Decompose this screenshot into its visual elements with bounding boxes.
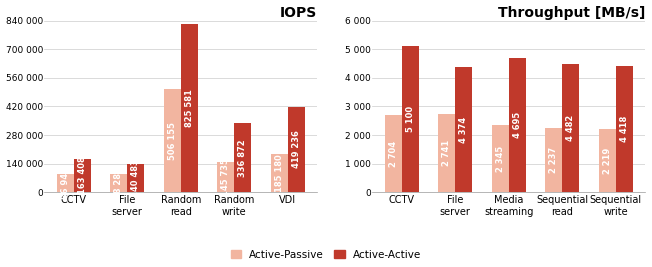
- Text: 140 483: 140 483: [131, 159, 140, 197]
- Bar: [562, 64, 580, 192]
- Bar: [110, 174, 127, 192]
- Text: 2 219: 2 219: [602, 147, 612, 174]
- Bar: [509, 58, 526, 192]
- Bar: [288, 107, 305, 192]
- Text: 4 482: 4 482: [567, 115, 575, 141]
- Bar: [545, 128, 562, 192]
- Text: 336 872: 336 872: [239, 139, 247, 177]
- Bar: [217, 163, 234, 192]
- Text: 163 408: 163 408: [78, 157, 87, 194]
- Bar: [438, 114, 455, 192]
- Text: 2 741: 2 741: [442, 140, 451, 166]
- Bar: [271, 154, 288, 192]
- Text: 2 704: 2 704: [389, 140, 398, 167]
- Bar: [492, 125, 509, 192]
- Bar: [127, 164, 145, 192]
- Bar: [402, 46, 419, 192]
- Legend: Active-Passive, Active-Active: Active-Passive, Active-Active: [228, 248, 424, 262]
- Text: 185 180: 185 180: [274, 154, 284, 192]
- Bar: [74, 159, 91, 192]
- Bar: [234, 123, 252, 192]
- Text: Throughput [MB/s]: Throughput [MB/s]: [498, 6, 645, 19]
- Text: 4 418: 4 418: [620, 116, 629, 142]
- Bar: [455, 67, 473, 192]
- Bar: [385, 115, 402, 192]
- Text: 2 237: 2 237: [549, 147, 558, 173]
- Bar: [615, 66, 633, 192]
- Text: 825 581: 825 581: [185, 89, 194, 127]
- Bar: [599, 129, 615, 192]
- Text: 506 155: 506 155: [168, 121, 177, 160]
- Text: IOPS: IOPS: [280, 6, 318, 19]
- Text: 86 949: 86 949: [61, 167, 70, 199]
- Text: 4 374: 4 374: [460, 117, 468, 143]
- Text: 4 695: 4 695: [513, 112, 522, 138]
- Bar: [181, 24, 198, 192]
- Text: 419 236: 419 236: [292, 131, 301, 168]
- Bar: [57, 175, 74, 192]
- Text: 145 735: 145 735: [221, 158, 230, 196]
- Text: 88 285: 88 285: [114, 167, 123, 199]
- Text: 2 345: 2 345: [496, 146, 505, 172]
- Text: 5 100: 5 100: [406, 106, 415, 132]
- Bar: [164, 89, 181, 192]
